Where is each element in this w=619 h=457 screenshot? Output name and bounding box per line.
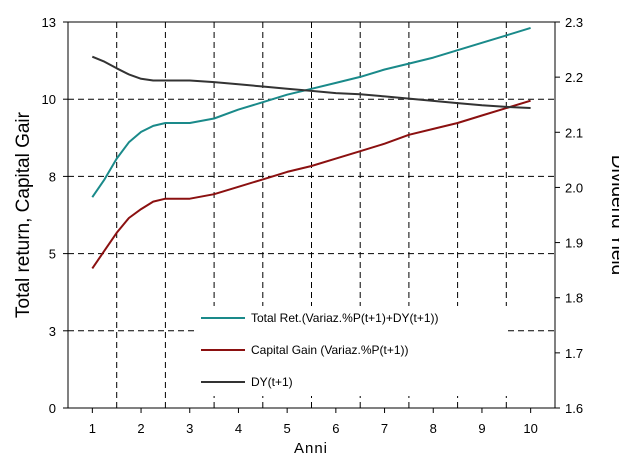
y-tick-label: 5: [49, 247, 56, 262]
y2-tick-label: 1.7: [565, 346, 583, 361]
ticks: 1 2 3 4 5 6 7 8 9 10 0 3 5 8 10 13 1.6 1.7 1.8 1.9 2.0 2.1 2.2…: [42, 15, 584, 436]
x-tick-label: 10: [523, 421, 537, 436]
y-tick-label: 8: [49, 169, 56, 184]
plot-frame: [67, 21, 556, 409]
x-tick-label: 6: [332, 421, 339, 436]
x-tick-label: 2: [137, 421, 144, 436]
y2-tick-label: 1.6: [565, 401, 583, 416]
x-tick-label: 7: [381, 421, 388, 436]
x-tick-label: 3: [186, 421, 193, 436]
x-tick-label: 9: [478, 421, 485, 436]
x-axis-title: Anni: [294, 440, 328, 457]
x-tick-label: 1: [89, 421, 96, 436]
y2-tick-label: 1.8: [565, 291, 583, 306]
legend: Total Ret.(Variaz.%P(t+1)+DY(t+1)) Capit…: [195, 306, 507, 396]
series-line-total-return: [91, 26, 531, 198]
y2-tick-label: 2.2: [565, 70, 583, 85]
x-tick-label: 5: [284, 421, 291, 436]
y-tick-label: 13: [42, 15, 56, 30]
y-tick-label: 3: [49, 324, 56, 339]
y-axis-title: Total return, Capital Gair: [13, 111, 34, 318]
y2-tick-label: 2.3: [565, 15, 583, 30]
legend-background: [195, 306, 507, 396]
y-tick-label: 10: [42, 92, 56, 107]
y2-tick-label: 2.1: [565, 125, 583, 140]
series-line-dividend-yield: [91, 55, 531, 109]
y2-axis-title: Dividend Yield: [607, 155, 619, 275]
y2-tick-label: 2.0: [565, 180, 583, 195]
x-tick-label: 4: [235, 421, 242, 436]
legend-label-capital-gain: Capital Gain (Variaz.%P(t+1)): [251, 343, 409, 357]
x-tick-label: 8: [430, 421, 437, 436]
y2-tick-label: 1.9: [565, 236, 583, 251]
legend-label-total-return: Total Ret.(Variaz.%P(t+1)+DY(t+1)): [251, 311, 439, 325]
series: [91, 26, 531, 269]
y-tick-label: 0: [49, 401, 56, 416]
legend-label-dividend-yield: DY(t+1): [251, 375, 293, 389]
series-line-capital-gain: [91, 99, 531, 269]
